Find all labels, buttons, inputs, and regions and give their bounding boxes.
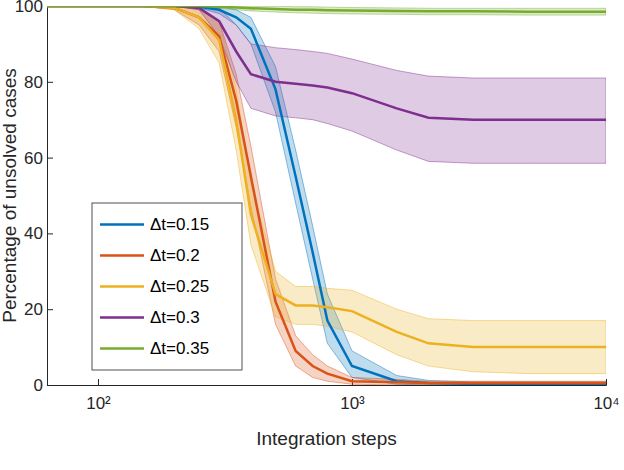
series-line xyxy=(47,6,606,12)
y-tick: 80 xyxy=(24,73,53,92)
x-tick-mark xyxy=(606,379,607,385)
error-band xyxy=(47,6,606,163)
y-axis-line xyxy=(48,7,54,386)
error-band xyxy=(47,6,606,15)
x-tick-label: 10² xyxy=(86,394,111,413)
legend-swatch xyxy=(100,223,144,226)
legend-swatch xyxy=(100,254,144,257)
y-tick-label: 40 xyxy=(24,224,43,243)
legend-swatch xyxy=(100,285,144,288)
x-tick-mark xyxy=(98,379,99,385)
y-tick: 20 xyxy=(24,300,53,319)
legend-label: Δt=0.25 xyxy=(150,277,209,296)
y-tick-label: 100 xyxy=(15,0,43,16)
series-line xyxy=(47,6,606,383)
x-axis-title: Integration steps xyxy=(256,428,396,449)
y-axis-title: Percentage of unsolved cases xyxy=(0,68,20,323)
chart: 10² 10³ 10⁴ 0 20 40 60 80 100 Integration steps Pe… xyxy=(0,0,624,470)
plot-area xyxy=(47,6,606,385)
legend-label: Δt=0.15 xyxy=(150,215,209,234)
y-tick-mark xyxy=(47,233,53,234)
y-tick: 0 xyxy=(34,376,53,395)
y-tick-label: 80 xyxy=(24,73,43,92)
y-tick-label: 20 xyxy=(24,300,43,319)
x-tick-label: 10⁴ xyxy=(593,394,619,413)
series-line xyxy=(47,6,606,120)
x-tick: 10² xyxy=(86,379,111,413)
legend-label: Δt=0.35 xyxy=(150,339,209,358)
legend: Δt=0.15 Δt=0.2 Δt=0.25 Δt=0.3 Δt=0.35 xyxy=(92,203,242,370)
y-tick: 40 xyxy=(24,224,53,243)
x-tick-label: 10³ xyxy=(340,394,365,413)
y-tick-label: 0 xyxy=(34,376,43,395)
y-tick-mark xyxy=(47,309,53,310)
y-tick-mark xyxy=(47,158,53,159)
y-tick-label: 60 xyxy=(24,149,43,168)
y-tick: 100 xyxy=(15,0,53,16)
legend-swatch xyxy=(100,347,144,350)
legend-label: Δt=0.2 xyxy=(150,246,200,265)
y-tick-mark xyxy=(47,82,53,83)
y-tick-mark xyxy=(47,385,53,386)
legend-box xyxy=(92,203,242,370)
legend-label: Δt=0.3 xyxy=(150,308,200,327)
legend-swatch xyxy=(100,316,144,319)
y-axis: 0 20 40 60 80 100 xyxy=(15,0,53,395)
error-band xyxy=(47,6,606,385)
y-tick: 60 xyxy=(24,149,53,168)
series-line xyxy=(47,6,606,384)
error-band xyxy=(47,6,606,385)
